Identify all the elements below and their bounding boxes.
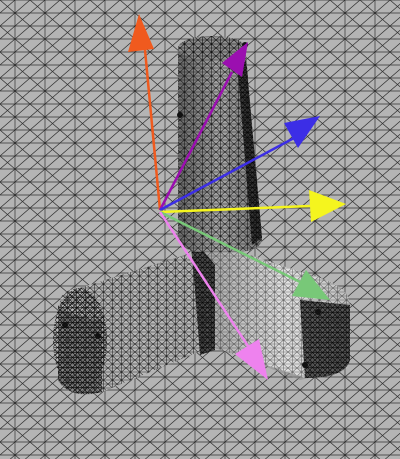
vector-arrows: [128, 14, 346, 380]
yellow-arrow: [159, 190, 346, 222]
pillar-hole-side: [177, 112, 183, 118]
vertical-pillar: [177, 36, 262, 252]
left-hole-bottom: [95, 333, 101, 339]
orange-arrow: [128, 14, 162, 211]
yellow-arrow-head: [309, 190, 346, 222]
right-hole-bottom: [302, 362, 308, 368]
green-arrow: [159, 210, 330, 300]
pink-arrow-head: [235, 339, 268, 380]
purple-arrow: [158, 42, 248, 211]
left-arm: [53, 255, 215, 395]
blue-arrow-head: [284, 116, 320, 148]
bracket-part: [53, 36, 350, 395]
green-arrow-head: [292, 270, 330, 300]
purple-arrow-head: [222, 42, 248, 77]
left-hole-top: [62, 322, 68, 328]
blue-arrow: [159, 116, 320, 212]
orange-arrow-head: [128, 14, 154, 52]
right-hole-top: [315, 309, 321, 315]
right-arm: [190, 235, 350, 378]
pink-arrow: [158, 211, 268, 380]
